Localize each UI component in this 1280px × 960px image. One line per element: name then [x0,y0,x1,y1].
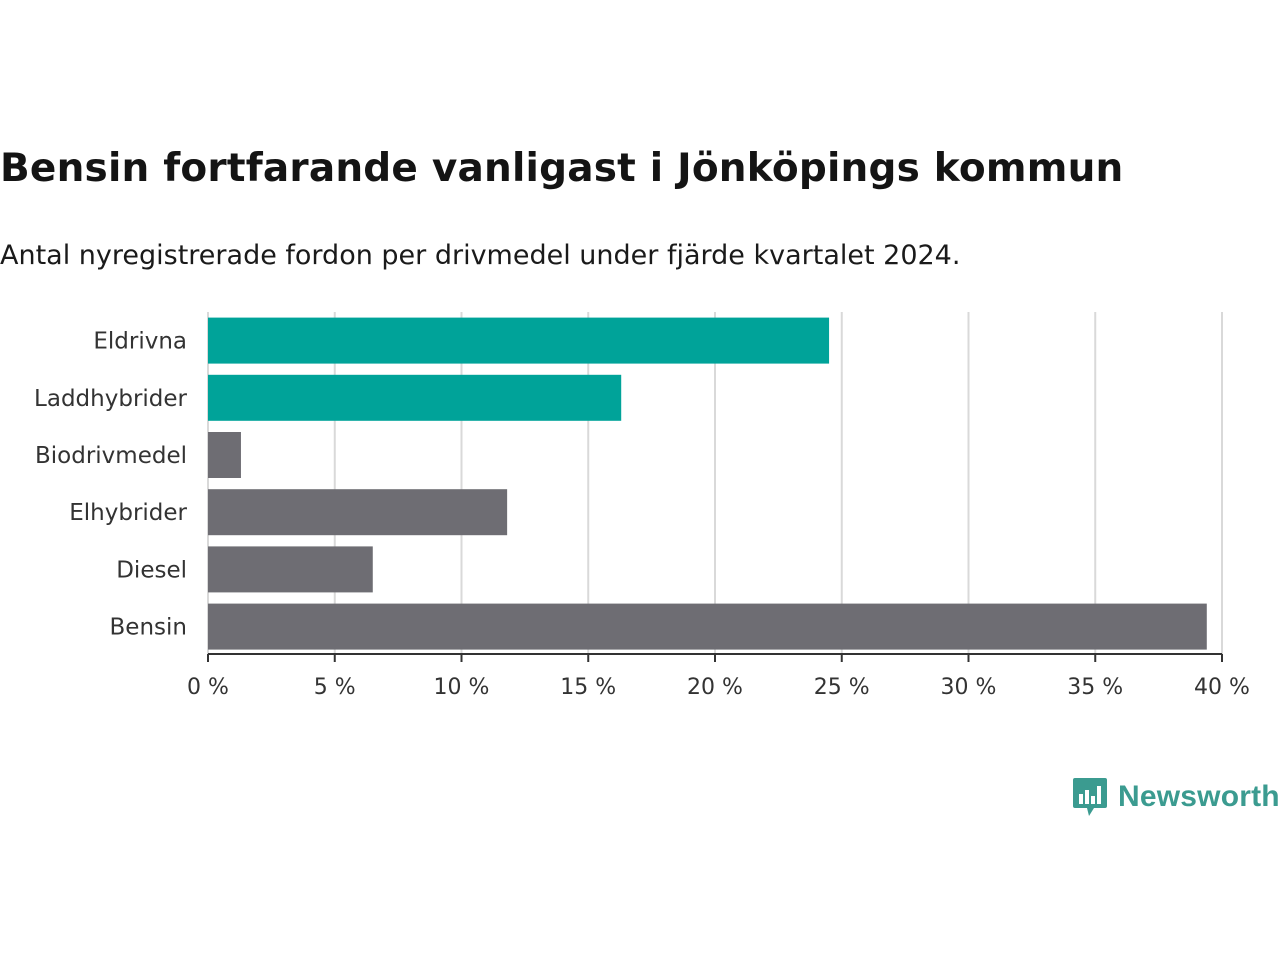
bar-bensin [208,603,1207,650]
category-label: Elhybrider [69,500,187,526]
category-label: Biodrivmedel [35,443,187,469]
x-tick-label: 25 % [814,675,870,700]
category-label: Diesel [116,557,187,583]
newsworthy-logo-icon [1073,778,1107,816]
chart-subtitle: Antal nyregistrerade fordon per drivmede… [0,240,961,271]
x-tick-label: 30 % [941,675,997,700]
x-tick-label: 35 % [1067,675,1123,700]
category-label: Laddhybrider [34,386,187,412]
x-tick-label: 5 % [314,675,356,700]
bar-diesel [208,546,373,593]
brand-logo: Newsworthy [1072,776,1280,818]
x-tick-label: 10 % [434,675,490,700]
bar-elhybrider [208,489,508,536]
category-label: Bensin [110,615,187,641]
x-tick-label: 0 % [187,675,229,700]
brand-name: Newsworthy [1118,780,1280,813]
bar-biodrivmedel [208,432,241,478]
category-label: Eldrivna [93,329,187,355]
bar-chart: Eldrivna Laddhybrider Biodrivmedel Elhybrid… [34,312,1250,700]
chart-title: Bensin fortfarande vanligast i Jönköping… [0,146,1124,191]
bars [208,317,1207,650]
bar-eldrivna [208,317,830,364]
category-labels: Eldrivna Laddhybrider Biodrivmedel Elhybrid… [34,329,187,641]
bar-laddhybrider [208,374,622,421]
x-tick-label: 15 % [560,675,616,700]
gridlines [207,312,1223,654]
x-tick-label: 20 % [687,675,743,700]
x-axis: 0 % 5 % 10 % 15 % 20 % 25 % 30 % 35 % 40 % [187,653,1250,700]
x-tick-label: 40 % [1194,675,1250,700]
